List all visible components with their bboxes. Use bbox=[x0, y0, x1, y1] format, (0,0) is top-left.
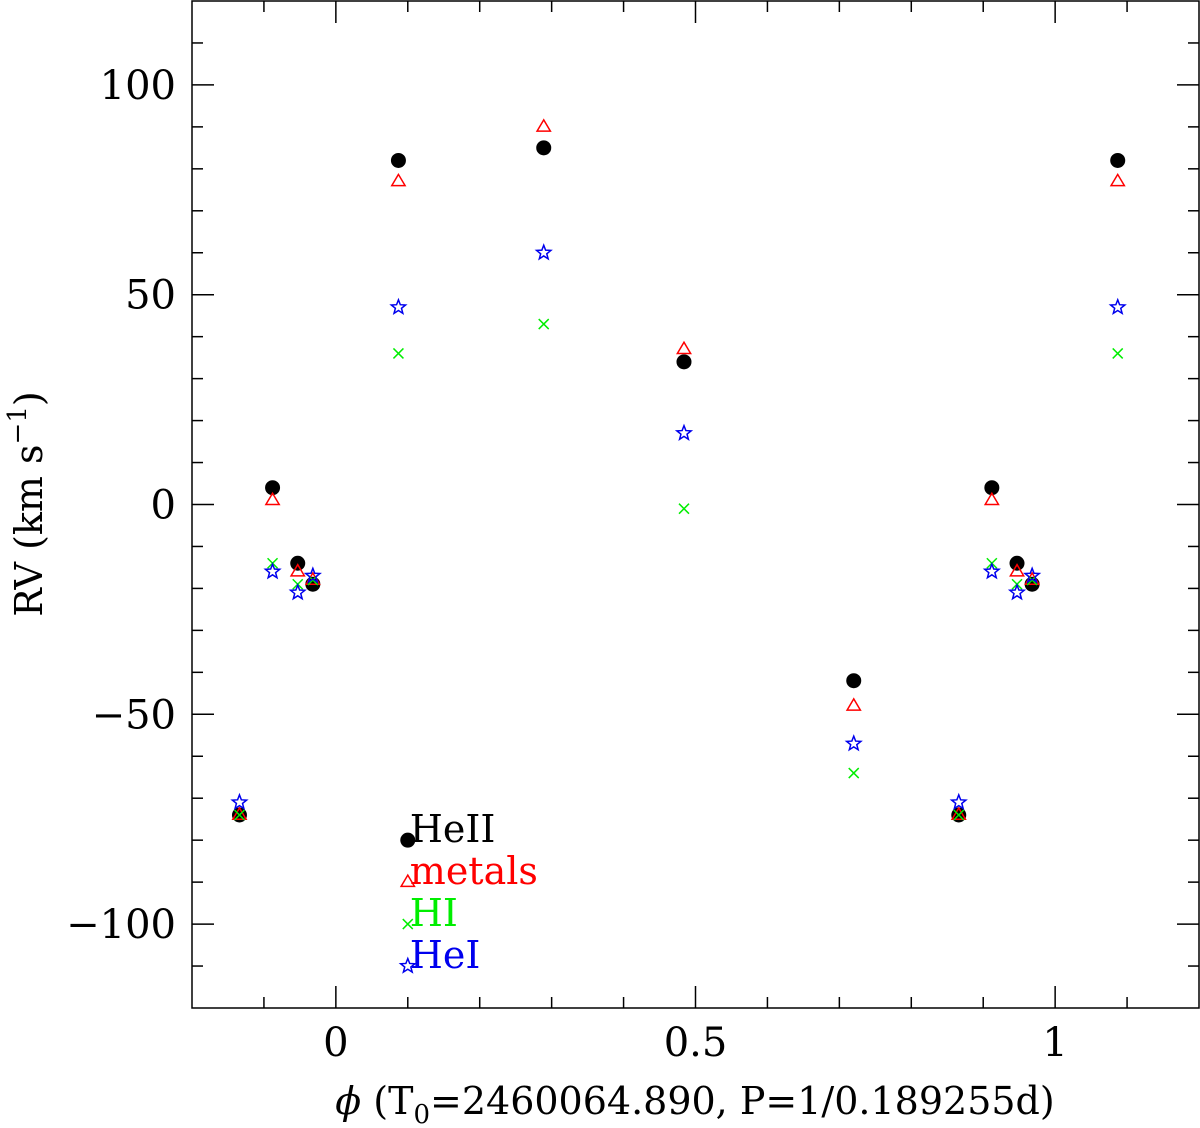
legend-label-metals: metals bbox=[410, 849, 538, 893]
point-metals bbox=[1109, 172, 1126, 187]
data-marks bbox=[230, 118, 1127, 823]
plot-frame bbox=[191, 0, 1200, 1009]
point-hei bbox=[303, 566, 322, 584]
tick-labels: 0 0.5 1 100 50 0 −50 −100 bbox=[66, 63, 1068, 1066]
point-metals bbox=[983, 491, 1000, 506]
point-hei bbox=[949, 792, 968, 811]
y-tick-label: 0 bbox=[151, 483, 176, 529]
point-metals bbox=[264, 491, 281, 506]
point-metals bbox=[845, 697, 862, 711]
y-tick-label: 50 bbox=[125, 273, 176, 319]
point-hei bbox=[230, 792, 249, 811]
point-hi bbox=[1112, 347, 1124, 359]
legend-label-hi: HI bbox=[410, 891, 458, 935]
legend-marker-hi bbox=[402, 918, 414, 930]
point-hei bbox=[1108, 297, 1127, 316]
point-heii bbox=[265, 480, 281, 496]
point-hi bbox=[848, 767, 860, 779]
point-metals bbox=[535, 118, 552, 132]
point-hei bbox=[288, 583, 307, 601]
point-hei bbox=[844, 734, 863, 752]
point-metals bbox=[231, 806, 248, 820]
point-heii bbox=[984, 480, 1000, 496]
point-heii bbox=[536, 140, 552, 156]
point-hei bbox=[389, 297, 408, 316]
point-metals bbox=[390, 172, 407, 187]
point-hei bbox=[263, 562, 282, 580]
y-axis-title-main: RV (km s bbox=[7, 444, 51, 616]
point-metals bbox=[1009, 563, 1025, 577]
y-axis-title-sup: −1 bbox=[3, 406, 33, 444]
point-hei bbox=[1022, 566, 1042, 584]
point-metals bbox=[289, 563, 306, 577]
x-tick-label: 1 bbox=[1042, 1020, 1067, 1066]
legend-label-heii: HeII bbox=[410, 807, 496, 851]
point-hei bbox=[982, 562, 1001, 580]
x-axis-title-sub: 0 bbox=[413, 1100, 430, 1128]
x-axis-title-rest: =2460064.890, P=1/0.189255d) bbox=[430, 1079, 1055, 1123]
point-heii bbox=[846, 673, 862, 689]
point-metals bbox=[950, 806, 967, 820]
point-hei bbox=[1007, 583, 1027, 601]
legend-marker-heii bbox=[400, 832, 416, 848]
point-hi bbox=[678, 503, 690, 515]
x-axis-title-open: (T bbox=[361, 1079, 413, 1123]
legend-marker-hei bbox=[398, 956, 417, 974]
x-tick-label: 0.5 bbox=[664, 1020, 728, 1066]
x-axis-phi: ϕ bbox=[335, 1079, 361, 1123]
axis-ticks bbox=[192, 1, 1199, 1008]
y-tick-label: 100 bbox=[100, 63, 176, 109]
y-tick-label: −100 bbox=[66, 902, 176, 948]
point-heii bbox=[676, 354, 692, 370]
y-axis-title-close: ) bbox=[7, 391, 51, 406]
point-hi bbox=[392, 347, 404, 359]
legend-label-hei: HeI bbox=[410, 933, 481, 977]
point-metals bbox=[676, 340, 692, 355]
point-hei bbox=[674, 423, 694, 441]
legend-marker-metals bbox=[399, 873, 416, 888]
y-axis-title: RV (km s−1) bbox=[3, 391, 51, 616]
x-tick-label: 0 bbox=[323, 1020, 348, 1066]
point-heii bbox=[390, 152, 406, 168]
point-heii bbox=[1110, 152, 1126, 168]
point-hei bbox=[534, 243, 553, 261]
point-hi bbox=[953, 809, 965, 821]
point-hi bbox=[233, 809, 246, 821]
point-hi bbox=[538, 318, 550, 330]
y-tick-label: −50 bbox=[92, 692, 176, 738]
x-axis-title: ϕ (T0=2460064.890, P=1/0.189255d) bbox=[335, 1079, 1054, 1128]
